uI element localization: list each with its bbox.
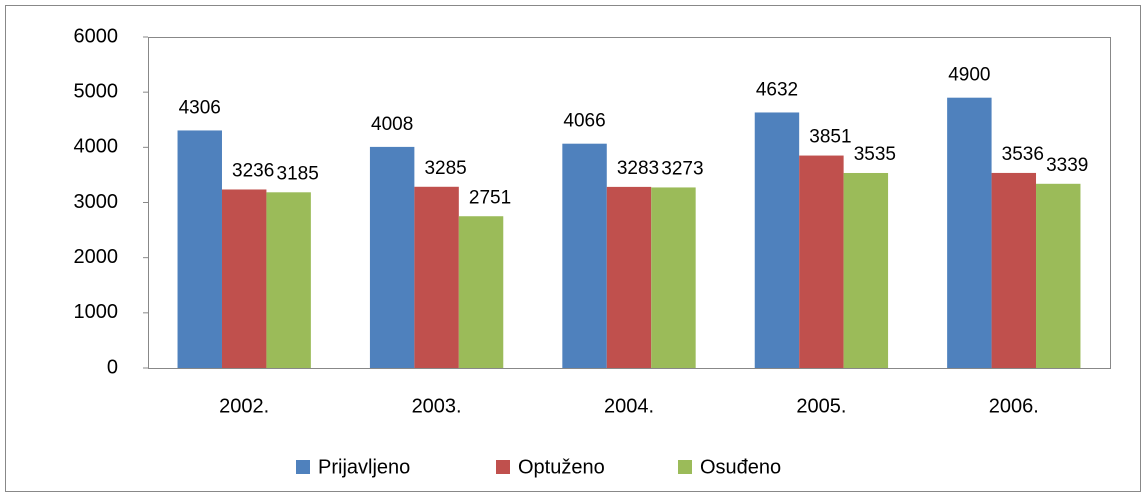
legend-label: Optuženo <box>518 456 605 478</box>
x-tick-label: 2004. <box>604 395 654 417</box>
value-label: 3236 <box>232 160 274 181</box>
value-label: 4900 <box>948 65 990 86</box>
bar <box>799 155 844 368</box>
value-label: 4008 <box>371 114 413 135</box>
value-label: 3339 <box>1046 155 1088 176</box>
bar <box>1036 183 1081 368</box>
value-label: 3283 <box>617 158 659 179</box>
value-label: 3851 <box>809 127 851 148</box>
value-label: 3535 <box>854 144 896 165</box>
legend-swatch <box>496 460 510 474</box>
y-tick-label: 6000 <box>74 25 119 47</box>
bar <box>651 187 696 368</box>
value-label: 2751 <box>469 187 511 208</box>
value-label: 3285 <box>424 158 466 179</box>
bar <box>606 186 652 368</box>
bar <box>754 112 800 368</box>
y-tick-label: 2000 <box>74 246 119 268</box>
bar <box>177 130 222 368</box>
bar <box>947 97 992 368</box>
y-tick-label: 4000 <box>74 136 119 158</box>
x-tick-label: 2005. <box>796 395 846 417</box>
bar <box>843 172 889 368</box>
x-tick-label: 2006. <box>989 395 1039 417</box>
bar <box>562 143 607 368</box>
y-tick-label: 1000 <box>74 301 119 323</box>
y-tick-label: 3000 <box>74 191 119 213</box>
legend-label: Prijavljeno <box>318 456 410 478</box>
legend-label: Osuđeno <box>700 456 781 478</box>
bar <box>458 216 504 368</box>
bar <box>221 189 267 368</box>
value-label: 4066 <box>563 111 605 132</box>
bar <box>266 192 311 368</box>
value-label: 4632 <box>756 79 798 100</box>
plot-border <box>148 37 1111 369</box>
value-label: 3273 <box>661 158 703 179</box>
y-tick-label: 5000 <box>74 80 119 102</box>
bar <box>414 186 459 368</box>
value-label: 3185 <box>277 163 319 184</box>
legend-swatch <box>678 460 692 474</box>
y-tick-label: 0 <box>107 356 118 378</box>
legend-swatch <box>296 460 310 474</box>
value-label: 4306 <box>179 97 221 118</box>
bar <box>369 146 415 368</box>
x-tick-label: 2003. <box>412 395 462 417</box>
value-label: 3536 <box>1002 144 1044 165</box>
x-tick-label: 2002. <box>219 395 269 417</box>
bar <box>991 172 1037 368</box>
